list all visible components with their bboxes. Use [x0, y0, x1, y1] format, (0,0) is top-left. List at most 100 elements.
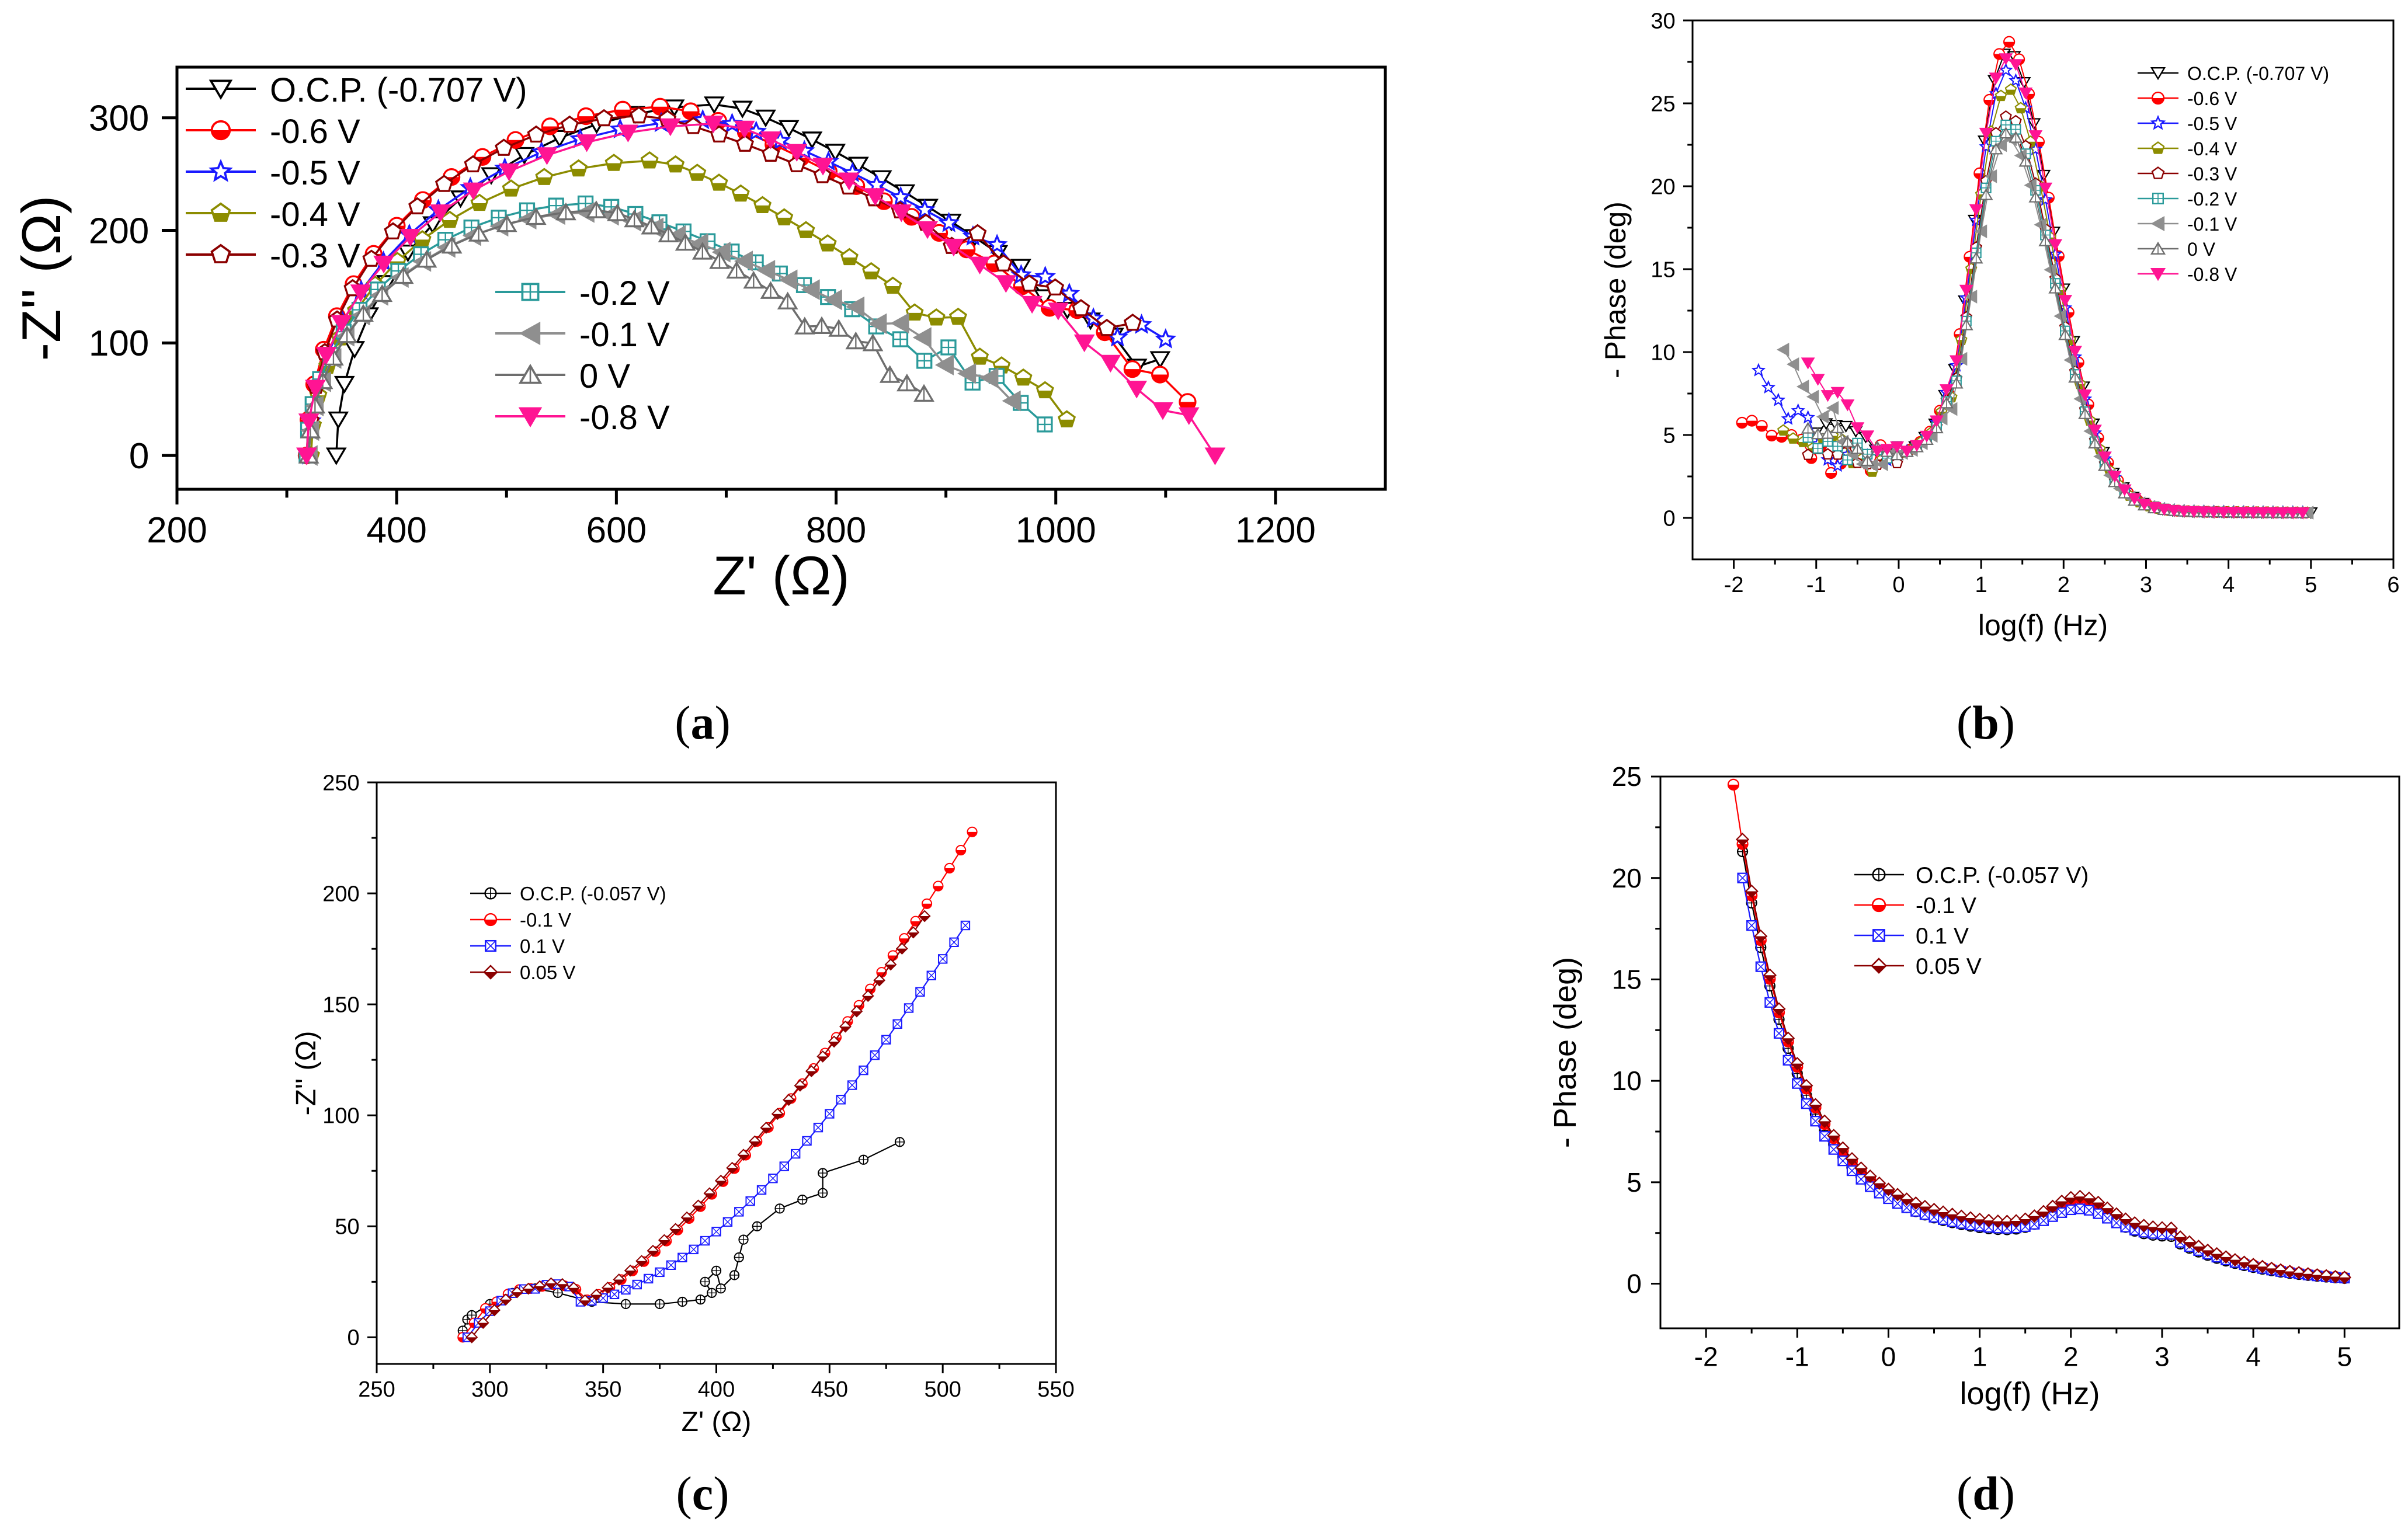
data-point [732, 100, 753, 119]
data-point [1786, 357, 1799, 371]
data-point [948, 307, 967, 325]
data-point [726, 1161, 739, 1174]
data-point [630, 106, 648, 124]
data-point [2237, 1255, 2251, 1269]
data-point [2155, 1221, 2169, 1235]
legend-label: -0.6 V [270, 113, 360, 151]
data-point [787, 155, 806, 172]
data-point [1792, 1078, 1803, 1089]
data-point [790, 1148, 801, 1159]
data-point [1880, 444, 1895, 456]
panel-a-nyquist: 200 400 600 800 1000 1200 0 100 200 300 Z' (Ω) -Z''… [11, 65, 1387, 749]
data-point [1863, 1169, 1877, 1184]
data-point [1801, 422, 1815, 434]
data-point [1865, 1181, 1876, 1192]
data-point [350, 284, 371, 302]
x-tick-label: 5 [2337, 1341, 2352, 1372]
legend-label: -0.4 V [2187, 138, 2237, 159]
x-axis-label: log(f) (Hz) [1960, 1376, 2100, 1411]
x-tick-label: -1 [1806, 573, 1826, 597]
data-point [1874, 1188, 1885, 1199]
data-point [333, 375, 355, 394]
x-tick-label: 300 [471, 1377, 508, 1402]
data-point [1811, 427, 1825, 440]
x-axis-label: Z' (Ω) [713, 545, 849, 606]
legend-label: 0.1 V [1916, 924, 1969, 949]
data-point [2216, 506, 2231, 519]
legend-marker [2150, 114, 2166, 130]
y-axis-label: - Phase (deg) [1599, 201, 1632, 378]
data-point [1837, 1155, 1848, 1167]
data-point [2097, 451, 2112, 464]
data-point [1929, 415, 1944, 427]
data-point [967, 826, 978, 837]
data-point [1034, 265, 1056, 286]
x-tick-label: 0 [1892, 573, 1905, 597]
data-point [756, 260, 776, 281]
y-tick-label: 200 [89, 211, 149, 251]
data-point [1152, 402, 1173, 420]
data-point [2265, 507, 2280, 519]
data-point [700, 1235, 710, 1246]
data-point [778, 120, 800, 138]
data-point [1959, 318, 1973, 330]
data-point [1772, 1002, 1786, 1016]
data-point [556, 1278, 569, 1290]
data-point [2236, 507, 2250, 519]
data-point [864, 188, 886, 206]
data-point [2003, 36, 2016, 48]
data-point [811, 316, 832, 334]
data-point [666, 155, 685, 173]
x-tick-label: 500 [924, 1377, 961, 1402]
data-point [734, 250, 753, 272]
data-point [654, 1299, 665, 1309]
data-point [513, 147, 535, 165]
data-point [586, 200, 607, 218]
data-point [430, 204, 451, 222]
data-point [677, 1252, 687, 1262]
legend-label: -0.1 V [579, 316, 670, 354]
data-point [1936, 1205, 1950, 1219]
data-point [1989, 142, 2003, 155]
data-point [468, 224, 489, 242]
data-point [2068, 371, 2082, 383]
legend-marker [518, 407, 543, 427]
x-tick-label: 1000 [1016, 510, 1096, 551]
y-tick-label: 20 [1612, 863, 1642, 893]
panel-c-nyquist: 250 300 350 400 450 500 550 0 50 100 150 200 250 Z' (… [291, 771, 1075, 1520]
data-point [441, 235, 463, 254]
data-point [545, 1277, 557, 1290]
data-point [498, 163, 520, 182]
data-point [848, 156, 869, 175]
data-point [858, 1154, 869, 1165]
data-point [905, 303, 924, 321]
data-point [1790, 1057, 1804, 1071]
data-point [2275, 507, 2290, 519]
y-tick-label: 25 [1650, 92, 1675, 116]
x-axis-label: Z' (Ω) [682, 1407, 752, 1437]
data-point [938, 211, 960, 232]
data-point [2292, 1266, 2306, 1280]
data-point [861, 990, 874, 1003]
data-point [677, 1296, 687, 1307]
data-point [1204, 447, 1226, 465]
y-tick-label: 0 [129, 436, 149, 476]
x-tick-label: -1 [1785, 1341, 1809, 1372]
data-point [1072, 299, 1090, 316]
data-point [813, 1122, 823, 1133]
data-point [944, 862, 955, 874]
data-point [658, 224, 679, 242]
data-point [2000, 1214, 2014, 1228]
data-point [1178, 407, 1200, 426]
plot-frame [1659, 775, 2400, 1329]
data-point [1939, 396, 1954, 409]
data-point [658, 1234, 670, 1247]
data-point [801, 131, 823, 149]
data-point [2093, 1208, 2104, 1219]
data-point [553, 1287, 563, 1298]
data-point [823, 289, 842, 311]
data-point [2183, 1235, 2197, 1249]
data-point [1881, 1182, 1895, 1196]
data-point [794, 1079, 807, 1092]
data-point [703, 116, 724, 134]
